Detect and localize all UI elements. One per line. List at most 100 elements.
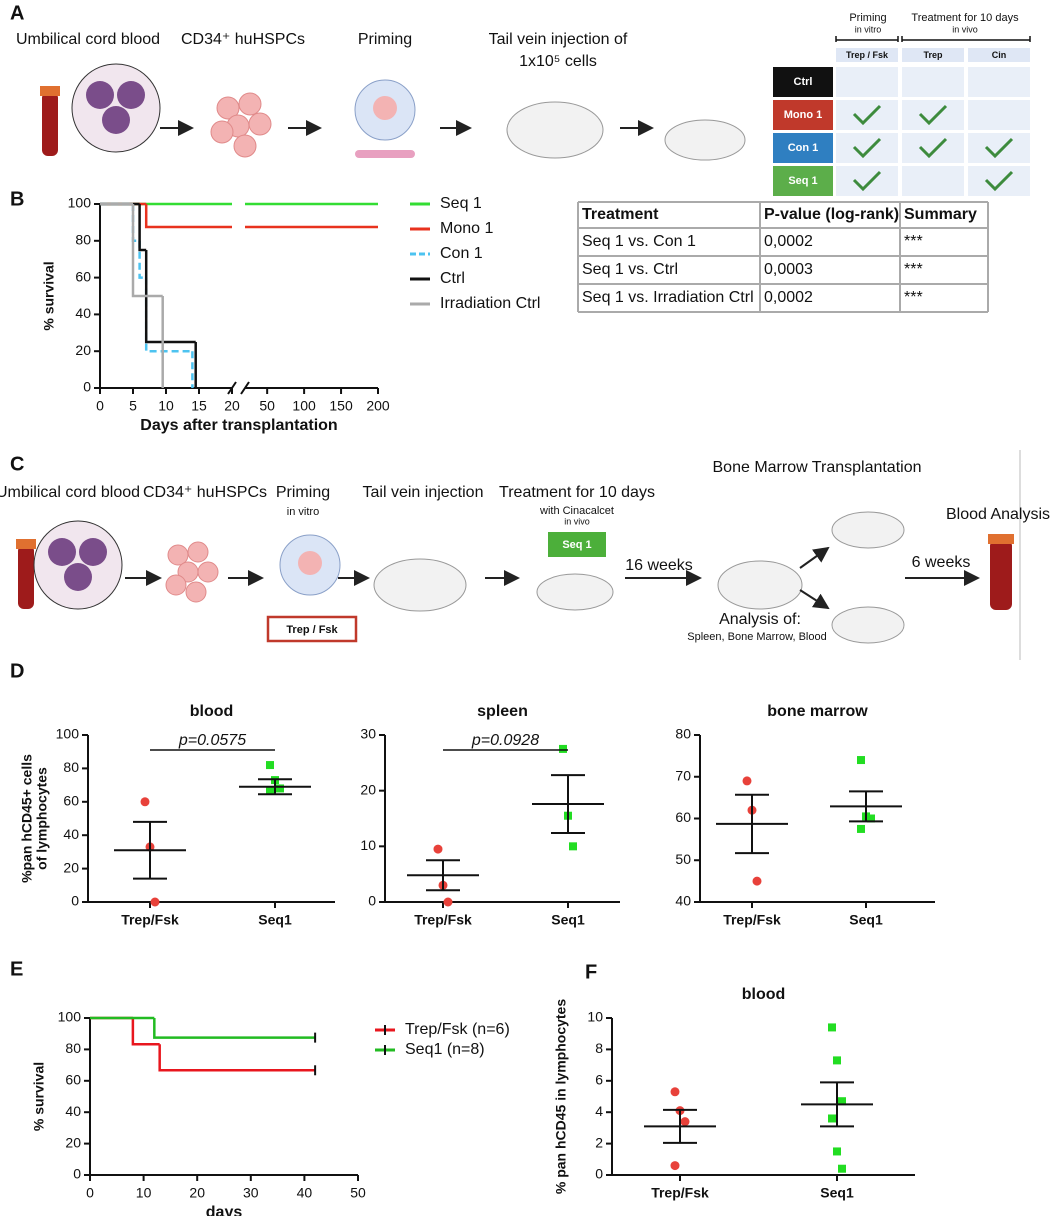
label: 20 bbox=[65, 1134, 81, 1150]
label: Trep/Fsk bbox=[651, 1185, 709, 1201]
label: Irradiation Ctrl bbox=[440, 295, 540, 312]
label: Tail vein injection bbox=[363, 484, 484, 501]
label: 6 weeks bbox=[912, 554, 971, 571]
label: Bone Marrow Transplantation bbox=[713, 459, 922, 476]
label: Days after transplantation bbox=[140, 417, 337, 434]
label: 1x10⁵ cells bbox=[519, 53, 597, 70]
label: blood bbox=[742, 986, 786, 1003]
label: % survival bbox=[31, 1062, 47, 1131]
cell bbox=[968, 100, 1030, 130]
data-point bbox=[828, 1023, 836, 1032]
seq-box bbox=[548, 532, 606, 557]
label: 40 bbox=[65, 1103, 81, 1119]
label: p=0.0928 bbox=[471, 732, 539, 749]
label: 60 bbox=[65, 1072, 81, 1088]
label: *** bbox=[904, 289, 923, 306]
label: Trep/Fsk bbox=[121, 912, 179, 928]
label: B bbox=[10, 188, 24, 210]
label: Seq 1 bbox=[562, 539, 591, 551]
label: Con 1 bbox=[788, 142, 819, 154]
label: 100 bbox=[58, 1009, 82, 1025]
label: 30 bbox=[360, 726, 376, 742]
label: Mono 1 bbox=[440, 220, 493, 237]
cell bbox=[836, 100, 898, 130]
label: Con 1 bbox=[440, 245, 483, 262]
label: 100 bbox=[56, 726, 80, 742]
label: 2 bbox=[595, 1134, 603, 1150]
blood-tube bbox=[990, 540, 1012, 610]
label: Summary bbox=[904, 206, 977, 223]
label: Spleen, Bone Marrow, Blood bbox=[687, 631, 826, 643]
data-point bbox=[266, 786, 274, 795]
label: Priming bbox=[276, 484, 330, 501]
label: 80 bbox=[65, 1040, 81, 1056]
priming-nucleus bbox=[298, 551, 322, 575]
label: 20 bbox=[63, 859, 79, 875]
cell bbox=[902, 166, 964, 196]
survival-step bbox=[138, 204, 147, 252]
label: 4 bbox=[595, 1103, 603, 1119]
cell bbox=[117, 81, 145, 109]
cell bbox=[102, 106, 130, 134]
label: Blood Analysis bbox=[946, 506, 1050, 523]
label: 60 bbox=[675, 809, 691, 825]
cell bbox=[836, 133, 898, 163]
label: p=0.0575 bbox=[178, 732, 246, 749]
label: Treatment for 10 days bbox=[499, 484, 655, 501]
priming-box bbox=[266, 615, 358, 643]
cell bbox=[902, 100, 964, 130]
column-header bbox=[836, 48, 898, 62]
label: % survival bbox=[41, 261, 57, 330]
check bbox=[852, 104, 882, 126]
cell bbox=[79, 538, 107, 566]
label: 0,0002 bbox=[764, 233, 813, 250]
label: 100 bbox=[292, 398, 316, 414]
label: 80 bbox=[75, 232, 91, 248]
data-point bbox=[828, 1114, 836, 1123]
bracket bbox=[835, 36, 899, 42]
survival-step bbox=[153, 1018, 316, 1039]
label: CD34⁺ huHSPCs bbox=[181, 31, 305, 48]
mouse bbox=[717, 560, 803, 610]
mouse bbox=[664, 119, 746, 161]
row-label bbox=[773, 166, 833, 196]
label: %pan hCD45+ cells bbox=[19, 754, 35, 883]
check bbox=[918, 104, 948, 126]
label: 100 bbox=[68, 195, 92, 211]
label: *** bbox=[904, 261, 923, 278]
label: Treatment bbox=[582, 206, 659, 223]
data-point bbox=[833, 1056, 841, 1065]
label: in vivo bbox=[952, 24, 978, 34]
label: Seq1 bbox=[551, 912, 585, 928]
label: Trep/Fsk bbox=[723, 912, 781, 928]
data-point bbox=[670, 1161, 680, 1171]
data-point bbox=[433, 844, 443, 854]
label: 0 bbox=[73, 1166, 81, 1182]
label: 0 bbox=[595, 1166, 603, 1182]
label: 70 bbox=[675, 767, 691, 783]
hspc-cluster bbox=[210, 92, 272, 158]
label: Seq1 bbox=[258, 912, 292, 928]
label: Treatment for 10 days bbox=[911, 12, 1019, 24]
check bbox=[852, 170, 882, 192]
survival-step bbox=[138, 240, 147, 279]
label: E bbox=[10, 958, 23, 980]
label: CD34⁺ huHSPCs bbox=[143, 484, 267, 501]
label: 10 bbox=[136, 1185, 152, 1201]
label: 80 bbox=[675, 726, 691, 742]
data-point bbox=[266, 761, 274, 770]
label: 10 bbox=[587, 1009, 603, 1025]
label: 40 bbox=[63, 826, 79, 842]
cell bbox=[968, 166, 1030, 196]
label: Umbilical cord blood bbox=[0, 484, 140, 501]
label: Mono 1 bbox=[784, 109, 823, 121]
data-point bbox=[867, 814, 875, 823]
check bbox=[852, 137, 882, 159]
label: spleen bbox=[477, 703, 528, 720]
label: 20 bbox=[75, 342, 91, 358]
label: 15 bbox=[191, 398, 207, 414]
check bbox=[918, 137, 948, 159]
mouse bbox=[373, 558, 467, 612]
label: 60 bbox=[75, 268, 91, 284]
priming-nucleus bbox=[373, 96, 397, 120]
